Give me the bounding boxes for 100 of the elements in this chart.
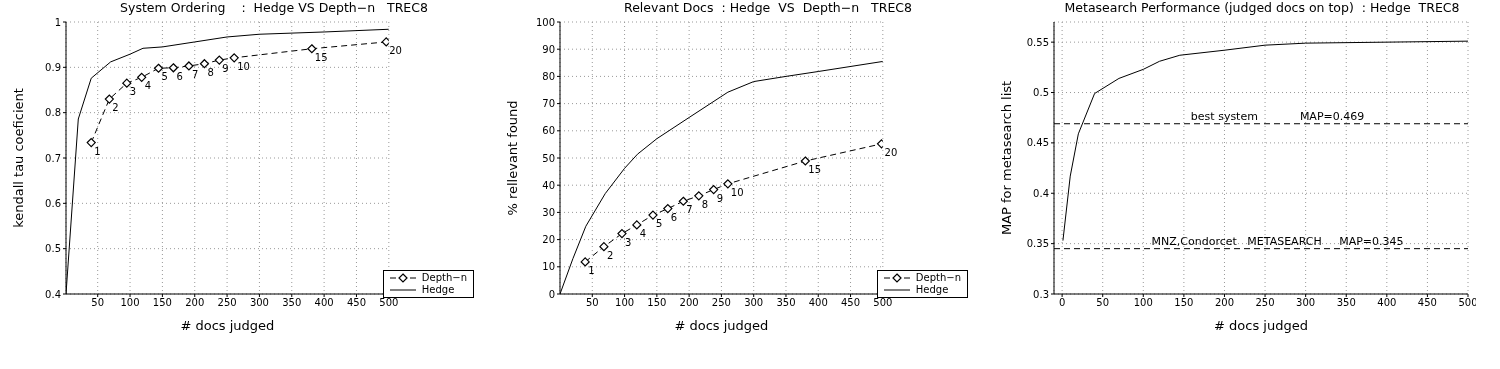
- annotation: 10: [730, 186, 744, 198]
- chart-title: Metasearch Performance (judged docs on top) : Hedge TREC8: [1063, 0, 1461, 15]
- legend-label: Depth−n: [915, 272, 961, 284]
- annotation: 7: [686, 204, 693, 216]
- point: [184, 61, 194, 71]
- x-tick-label: 50: [91, 297, 105, 309]
- point: [678, 196, 688, 206]
- y-tick-label: 0.8: [45, 107, 61, 119]
- x-tick-label: 500: [1458, 297, 1478, 309]
- annotation: 7: [191, 68, 199, 80]
- point: [381, 37, 389, 47]
- x-tick-label: 200: [679, 297, 699, 309]
- y-axis-title: kendall tau coeficient: [10, 88, 26, 228]
- point: [694, 191, 704, 201]
- y-tick-label: 0.3: [1033, 288, 1049, 300]
- annotation: 20: [389, 44, 402, 56]
- y-tick-label: 0.55: [1026, 36, 1049, 48]
- x-tick-label: 200: [1214, 297, 1235, 309]
- x-tick-label: 0: [1058, 297, 1066, 309]
- annotation: 8: [701, 198, 709, 210]
- y-tick-label: 0.6: [45, 197, 61, 209]
- point: [648, 210, 658, 220]
- x-tick-label: 100: [1133, 297, 1153, 309]
- y-tick-label: 0.5: [1033, 87, 1049, 99]
- x-tick-label: 50: [585, 297, 599, 309]
- point: [599, 242, 609, 252]
- annotation: 20: [884, 146, 898, 158]
- point: [800, 156, 810, 166]
- x-tick-label: 50: [1096, 297, 1110, 309]
- x-tick-label: 250: [1255, 297, 1275, 309]
- y-tick-label: 0: [548, 288, 555, 300]
- x-tick-label: 350: [1336, 297, 1356, 309]
- x-tick-label: 100: [615, 297, 635, 309]
- x-tick-label: 350: [776, 297, 796, 309]
- point: [153, 63, 164, 73]
- point: [122, 78, 132, 88]
- y-axis-title: % rellevant found: [504, 100, 520, 216]
- y-tick-label: 1: [54, 16, 61, 28]
- x-axis-title: # docs judged: [674, 318, 769, 333]
- point: [723, 179, 733, 189]
- y-tick-label: 60: [542, 125, 555, 137]
- annotation: 4: [639, 227, 647, 239]
- annotation: 9: [716, 192, 724, 204]
- annotation: 8: [207, 66, 214, 78]
- legend-label: Hedge: [915, 284, 949, 296]
- x-axis-title: # docs judged: [180, 318, 275, 333]
- y-tick-label: 40: [542, 179, 555, 191]
- x-tick-label: 500: [379, 297, 399, 309]
- annotation: 5: [655, 218, 663, 230]
- y-tick-label: 20: [542, 234, 555, 246]
- point: [137, 72, 147, 82]
- x-tick-label: 200: [185, 297, 205, 309]
- x-tick-label: 400: [314, 297, 334, 309]
- y-tick-label: 10: [542, 261, 555, 273]
- annotation: 5: [161, 71, 168, 83]
- y-tick-label: 70: [542, 98, 555, 110]
- y-tick-label: 30: [542, 206, 555, 218]
- x-tick-label: 450: [346, 297, 367, 309]
- annotation: 1: [94, 145, 101, 157]
- annotation: 2: [606, 249, 614, 261]
- point: [104, 94, 114, 104]
- ref-line-label: best system MAP=0.469: [1190, 109, 1365, 123]
- annotation: 15: [314, 51, 328, 63]
- annotation: 6: [670, 211, 678, 223]
- point: [168, 63, 178, 73]
- y-tick-label: 0.45: [1026, 137, 1049, 149]
- x-axis-title: # docs judged: [1214, 318, 1308, 333]
- legend-label: Depth−n: [421, 272, 467, 284]
- y-tick-label: 0.7: [45, 152, 61, 164]
- point: [580, 257, 590, 267]
- x-tick-label: 100: [120, 297, 140, 309]
- x-tick-label: 450: [1417, 297, 1437, 309]
- legend-label: Hedge: [421, 284, 455, 296]
- y-tick-label: 100: [535, 16, 555, 28]
- annotation: 3: [129, 86, 137, 98]
- point: [86, 137, 96, 148]
- x-tick-label: 300: [1296, 297, 1316, 309]
- x-tick-label: 400: [808, 297, 828, 309]
- point: [229, 53, 239, 63]
- x-tick-label: 500: [873, 297, 893, 309]
- y-tick-label: 0.35: [1026, 238, 1049, 250]
- x-tick-label: 150: [1174, 297, 1194, 309]
- annotation: 1: [588, 264, 595, 276]
- annotation: 3: [624, 236, 632, 248]
- point: [199, 59, 210, 69]
- point: [617, 229, 627, 239]
- point: [214, 55, 224, 65]
- x-tick-label: 450: [840, 297, 861, 309]
- x-tick-label: 300: [744, 297, 764, 309]
- x-tick-label: 350: [282, 297, 302, 309]
- y-tick-label: 80: [542, 70, 555, 82]
- y-tick-label: 90: [542, 43, 555, 55]
- x-tick-label: 150: [647, 297, 667, 309]
- y-axis-title: MAP for metasearch list: [998, 80, 1014, 236]
- point: [709, 184, 719, 195]
- annotation: 10: [237, 60, 250, 72]
- x-tick-label: 250: [217, 297, 237, 309]
- x-tick-label: 300: [249, 297, 269, 309]
- chart-title: System Ordering : Hedge VS Depth−n TREC8: [119, 0, 429, 15]
- annotation: 4: [144, 80, 152, 92]
